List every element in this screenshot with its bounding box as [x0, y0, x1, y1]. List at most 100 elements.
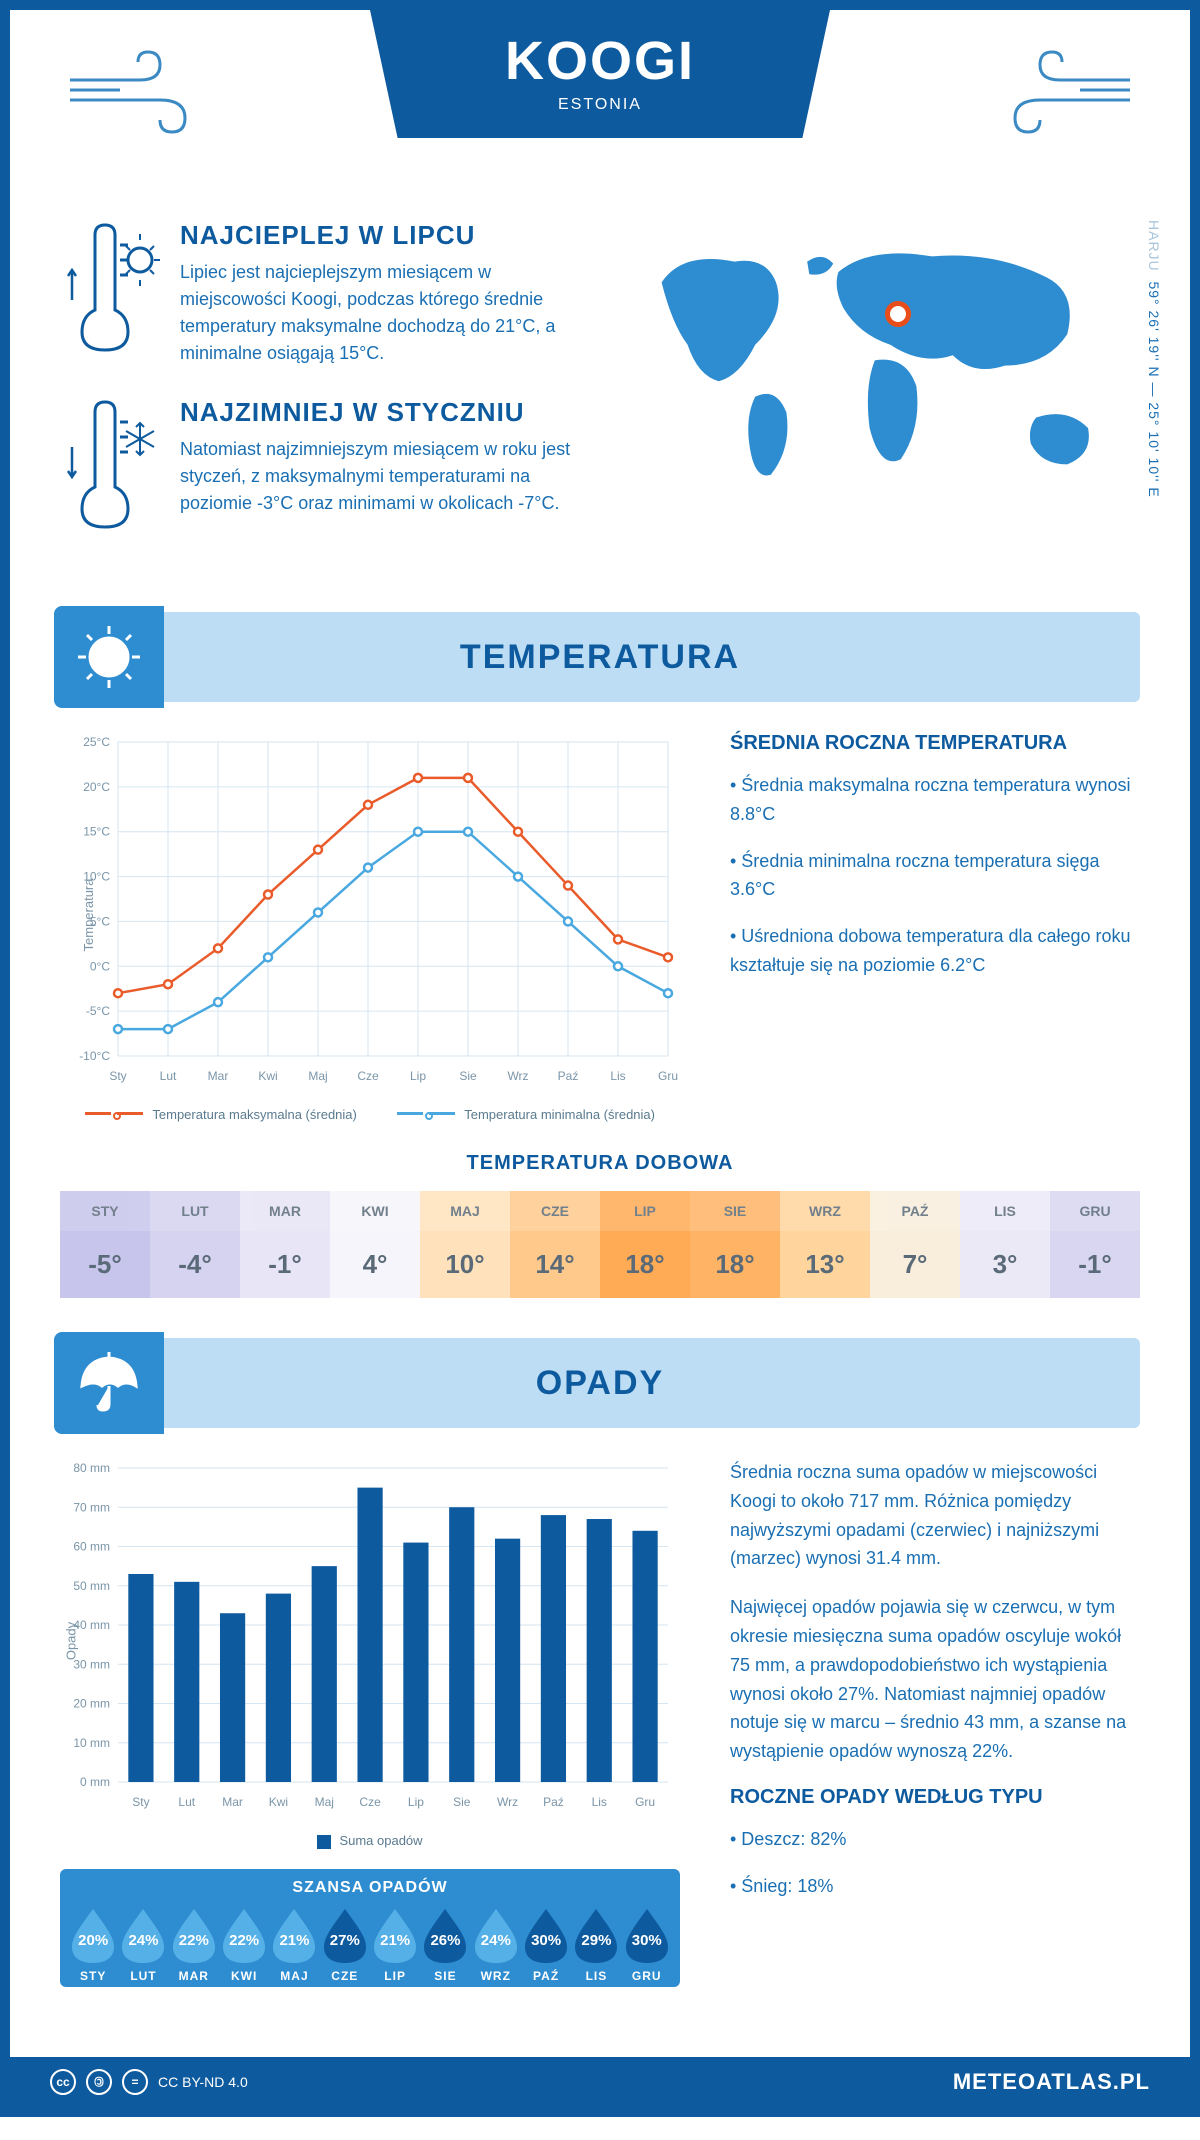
rain-chance-drop: 24%LUT — [118, 1905, 168, 1983]
rain-chance-drop: 21%LIP — [370, 1905, 420, 1983]
temp-cell: GRU-1° — [1050, 1191, 1140, 1298]
svg-text:40 mm: 40 mm — [73, 1618, 110, 1632]
license-text: CC BY-ND 4.0 — [158, 2074, 248, 2090]
svg-text:60 mm: 60 mm — [73, 1540, 110, 1554]
temp-cell: MAJ10° — [420, 1191, 510, 1298]
svg-text:70 mm: 70 mm — [73, 1500, 110, 1514]
rain-chance-drop: 21%MAJ — [269, 1905, 319, 1983]
temp-cell: LIS3° — [960, 1191, 1050, 1298]
svg-text:Kwi: Kwi — [269, 1795, 288, 1809]
rain-type-bullet: • Śnieg: 18% — [730, 1872, 1140, 1901]
chart-legend: Temperatura maksymalna (średnia) Tempera… — [60, 1107, 680, 1122]
svg-text:Lis: Lis — [592, 1795, 607, 1809]
rain-text-1: Średnia roczna suma opadów w miejscowośc… — [730, 1458, 1140, 1573]
svg-text:Maj: Maj — [315, 1795, 334, 1809]
daily-temp-table: STY-5°LUT-4°MAR-1°KWI4°MAJ10°CZE14°LIP18… — [60, 1191, 1140, 1298]
annual-temp-title: ŚREDNIA ROCZNA TEMPERATURA — [730, 732, 1140, 755]
section-title: TEMPERATURA — [460, 638, 740, 677]
svg-text:Lip: Lip — [408, 1795, 424, 1809]
svg-text:Sie: Sie — [453, 1795, 471, 1809]
svg-text:Cze: Cze — [357, 1069, 379, 1083]
rain-text-2: Najwięcej opadów pojawia się w czerwcu, … — [730, 1593, 1140, 1766]
fact-warmest: NAJCIEPLEJ W LIPCU Lipiec jest najcieple… — [60, 220, 590, 367]
section-header-temperature: TEMPERATURA — [60, 612, 1140, 702]
svg-text:Sie: Sie — [459, 1069, 477, 1083]
annual-temp-bullet: • Uśredniona dobowa temperatura dla całe… — [730, 922, 1140, 980]
svg-text:10 mm: 10 mm — [73, 1736, 110, 1750]
rain-type-title: ROCZNE OPADY WEDŁUG TYPU — [730, 1786, 1140, 1809]
by-icon: 🄯 — [86, 2069, 112, 2095]
svg-text:Paź: Paź — [543, 1795, 564, 1809]
city-name: KOOGI — [370, 30, 830, 92]
map-marker-icon — [885, 301, 911, 327]
svg-text:0°C: 0°C — [90, 959, 110, 973]
site-name: METEOATLAS.PL — [953, 2069, 1150, 2095]
section-header-precipitation: OPADY — [60, 1338, 1140, 1428]
svg-text:30 mm: 30 mm — [73, 1657, 110, 1671]
rain-chance-drop: 22%MAR — [169, 1905, 219, 1983]
fact-warmest-title: NAJCIEPLEJ W LIPCU — [180, 220, 590, 251]
temp-cell: STY-5° — [60, 1191, 150, 1298]
fact-coldest: NAJZIMNIEJ W STYCZNIU Natomiast najzimni… — [60, 397, 590, 542]
temp-cell: CZE14° — [510, 1191, 600, 1298]
svg-text:Cze: Cze — [359, 1795, 381, 1809]
svg-text:Lut: Lut — [160, 1069, 177, 1083]
svg-text:Kwi: Kwi — [258, 1069, 277, 1083]
svg-text:15°C: 15°C — [83, 825, 110, 839]
svg-text:20 mm: 20 mm — [73, 1697, 110, 1711]
nd-icon: = — [122, 2069, 148, 2095]
svg-text:Sty: Sty — [109, 1069, 126, 1083]
rain-type-bullet: • Deszcz: 82% — [730, 1825, 1140, 1854]
svg-text:Mar: Mar — [222, 1795, 243, 1809]
chart-legend: Suma opadów — [60, 1833, 680, 1849]
country-name: ESTONIA — [370, 96, 830, 114]
svg-text:Lip: Lip — [410, 1069, 426, 1083]
temp-cell: LUT-4° — [150, 1191, 240, 1298]
svg-text:Wrz: Wrz — [497, 1795, 518, 1809]
header: KOOGI ESTONIA — [60, 10, 1140, 190]
temp-cell: KWI4° — [330, 1191, 420, 1298]
fact-coldest-text: Natomiast najzimniejszym miesiącem w rok… — [180, 436, 590, 517]
svg-text:20°C: 20°C — [83, 780, 110, 794]
svg-text:80 mm: 80 mm — [73, 1461, 110, 1475]
rain-chance-drop: 29%LIS — [571, 1905, 621, 1983]
svg-text:Maj: Maj — [308, 1069, 327, 1083]
annual-temp-bullet: • Średnia minimalna roczna temperatura s… — [730, 847, 1140, 905]
temp-cell: WRZ13° — [780, 1191, 870, 1298]
rain-chance-drop: 30%PAŹ — [521, 1905, 571, 1983]
section-title: OPADY — [536, 1364, 664, 1403]
svg-text:Lis: Lis — [610, 1069, 625, 1083]
thermometer-cold-icon — [60, 397, 160, 542]
rain-chance-panel: SZANSA OPADÓW 20%STY24%LUT22%MAR22%KWI21… — [60, 1869, 680, 1987]
coordinates: HARJU 59° 26' 19'' N — 25° 10' 10'' E — [1146, 220, 1162, 498]
world-map: HARJU 59° 26' 19'' N — 25° 10' 10'' E — [620, 220, 1140, 572]
svg-text:50 mm: 50 mm — [73, 1579, 110, 1593]
umbrella-icon — [54, 1332, 164, 1434]
footer: cc 🄯 = CC BY-ND 4.0 METEOATLAS.PL — [10, 2057, 1190, 2107]
fact-warmest-text: Lipiec jest najcieplejszym miesiącem w m… — [180, 259, 590, 367]
precipitation-bar-chart: Opady 0 mm10 mm20 mm30 mm40 mm50 mm60 mm… — [60, 1458, 680, 1823]
temp-cell: LIP18° — [600, 1191, 690, 1298]
annual-temp-bullet: • Średnia maksymalna roczna temperatura … — [730, 771, 1140, 829]
svg-text:Gru: Gru — [658, 1069, 678, 1083]
rain-chance-drop: 30%GRU — [622, 1905, 672, 1983]
wind-decoration-icon — [60, 40, 200, 140]
fact-coldest-title: NAJZIMNIEJ W STYCZNIU — [180, 397, 590, 428]
rain-chance-drop: 24%WRZ — [471, 1905, 521, 1983]
svg-text:Lut: Lut — [178, 1795, 195, 1809]
svg-text:Gru: Gru — [635, 1795, 655, 1809]
svg-text:-10°C: -10°C — [79, 1049, 110, 1063]
svg-text:-5°C: -5°C — [86, 1004, 110, 1018]
rain-chance-drop: 26%SIE — [420, 1905, 470, 1983]
title-tab: KOOGI ESTONIA — [370, 10, 830, 138]
rain-chance-drop: 20%STY — [68, 1905, 118, 1983]
daily-temp-title: TEMPERATURA DOBOWA — [60, 1152, 1140, 1175]
temp-cell: MAR-1° — [240, 1191, 330, 1298]
wind-decoration-icon — [1000, 40, 1140, 140]
temp-cell: SIE18° — [690, 1191, 780, 1298]
temperature-line-chart: Temperatura -10°C-5°C0°C5°C10°C15°C20°C2… — [60, 732, 680, 1097]
svg-text:Paź: Paź — [558, 1069, 579, 1083]
svg-text:25°C: 25°C — [83, 735, 110, 749]
temp-cell: PAŹ7° — [870, 1191, 960, 1298]
svg-text:0 mm: 0 mm — [80, 1775, 110, 1789]
